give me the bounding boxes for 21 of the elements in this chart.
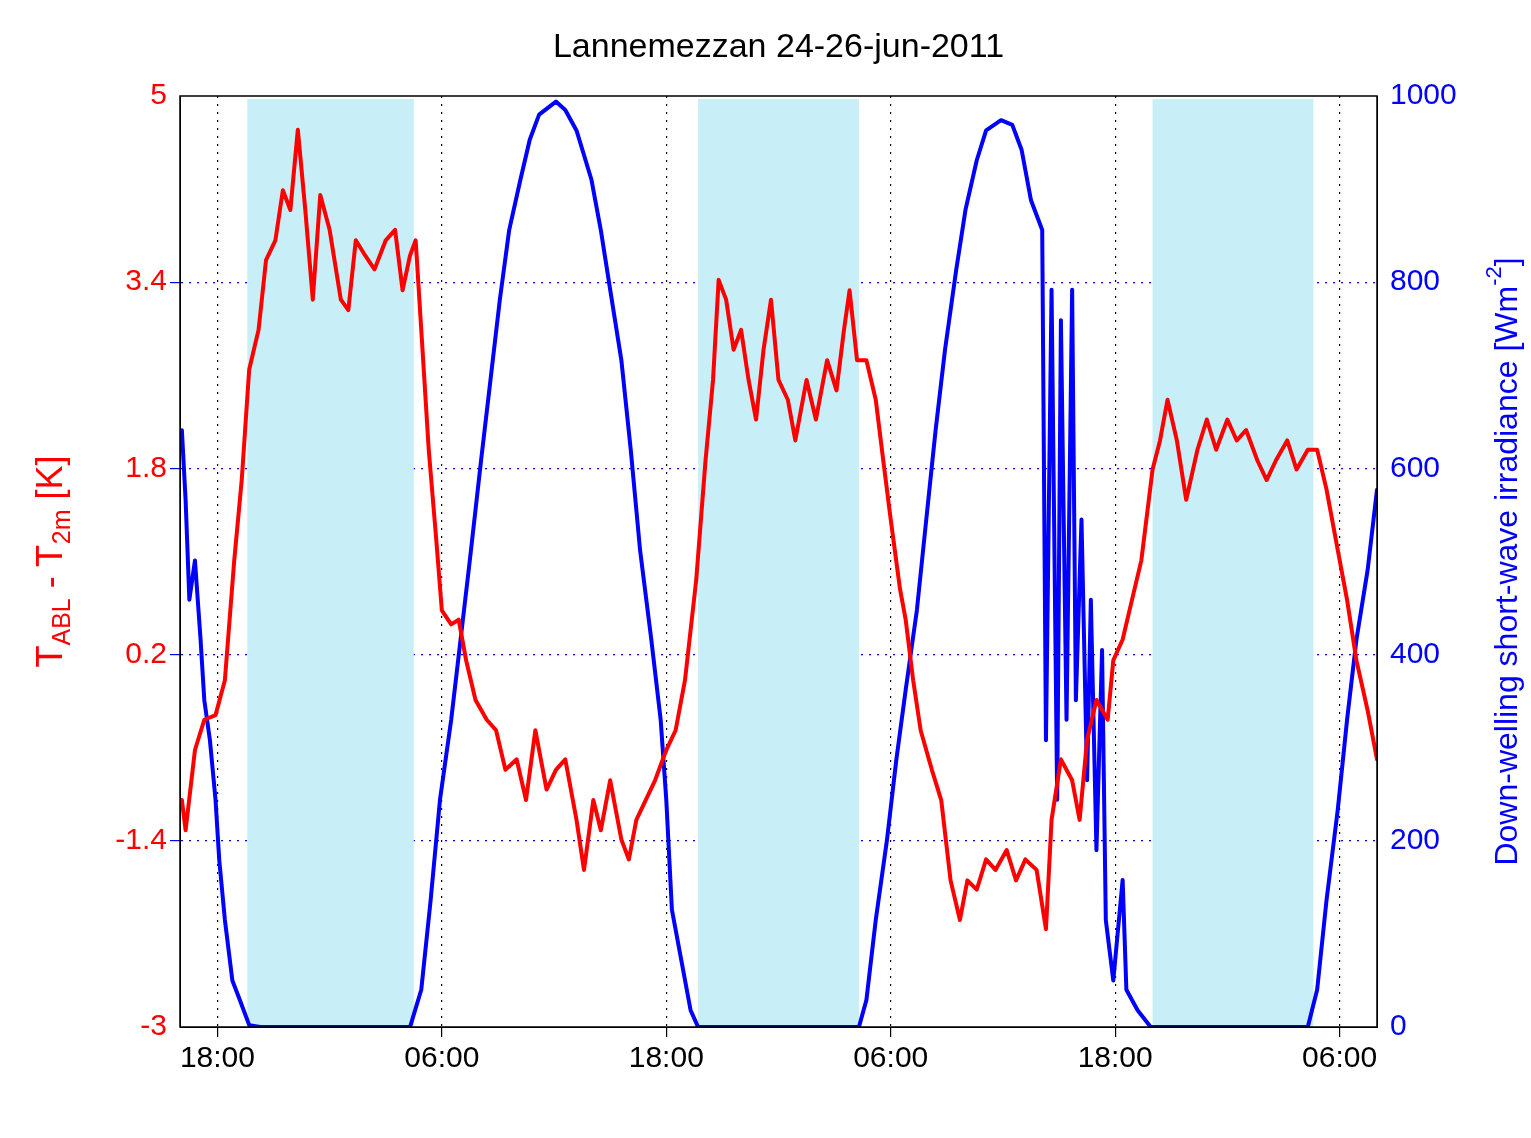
- y-tick-label: -1.4: [115, 822, 167, 856]
- y-tick-label: -3: [140, 1008, 167, 1042]
- y2-tick-label: 800: [1390, 263, 1441, 297]
- x-tick-label: 18:00: [1077, 1040, 1153, 1074]
- x-tick-label: 06:00: [404, 1040, 480, 1074]
- y2-tick-label: 600: [1390, 449, 1441, 483]
- x-tick-label: 18:00: [179, 1040, 255, 1074]
- y2-tick-label: 200: [1390, 822, 1441, 856]
- y2-tick-label: 400: [1390, 635, 1441, 669]
- x-tick-label: 06:00: [853, 1040, 929, 1074]
- x-tick-label: 18:00: [628, 1040, 704, 1074]
- y2-tick-label: 1000: [1390, 77, 1457, 111]
- y-axis-title: TABL - T2m [K]: [28, 455, 75, 668]
- y-tick-label: 3.4: [125, 263, 167, 297]
- y2-tick-label: 0: [1390, 1008, 1407, 1042]
- y-tick-label: 5: [150, 77, 167, 111]
- y2-axis-title: Down-welling short-wave irradiance [Wm-2]: [1481, 257, 1524, 866]
- y-tick-label: 0.2: [125, 635, 167, 669]
- chart-title: Lannemezzan 24-26-jun-2011: [552, 26, 1005, 65]
- y-tick-label: 1.8: [125, 449, 167, 483]
- x-tick-label: 06:00: [1302, 1040, 1378, 1074]
